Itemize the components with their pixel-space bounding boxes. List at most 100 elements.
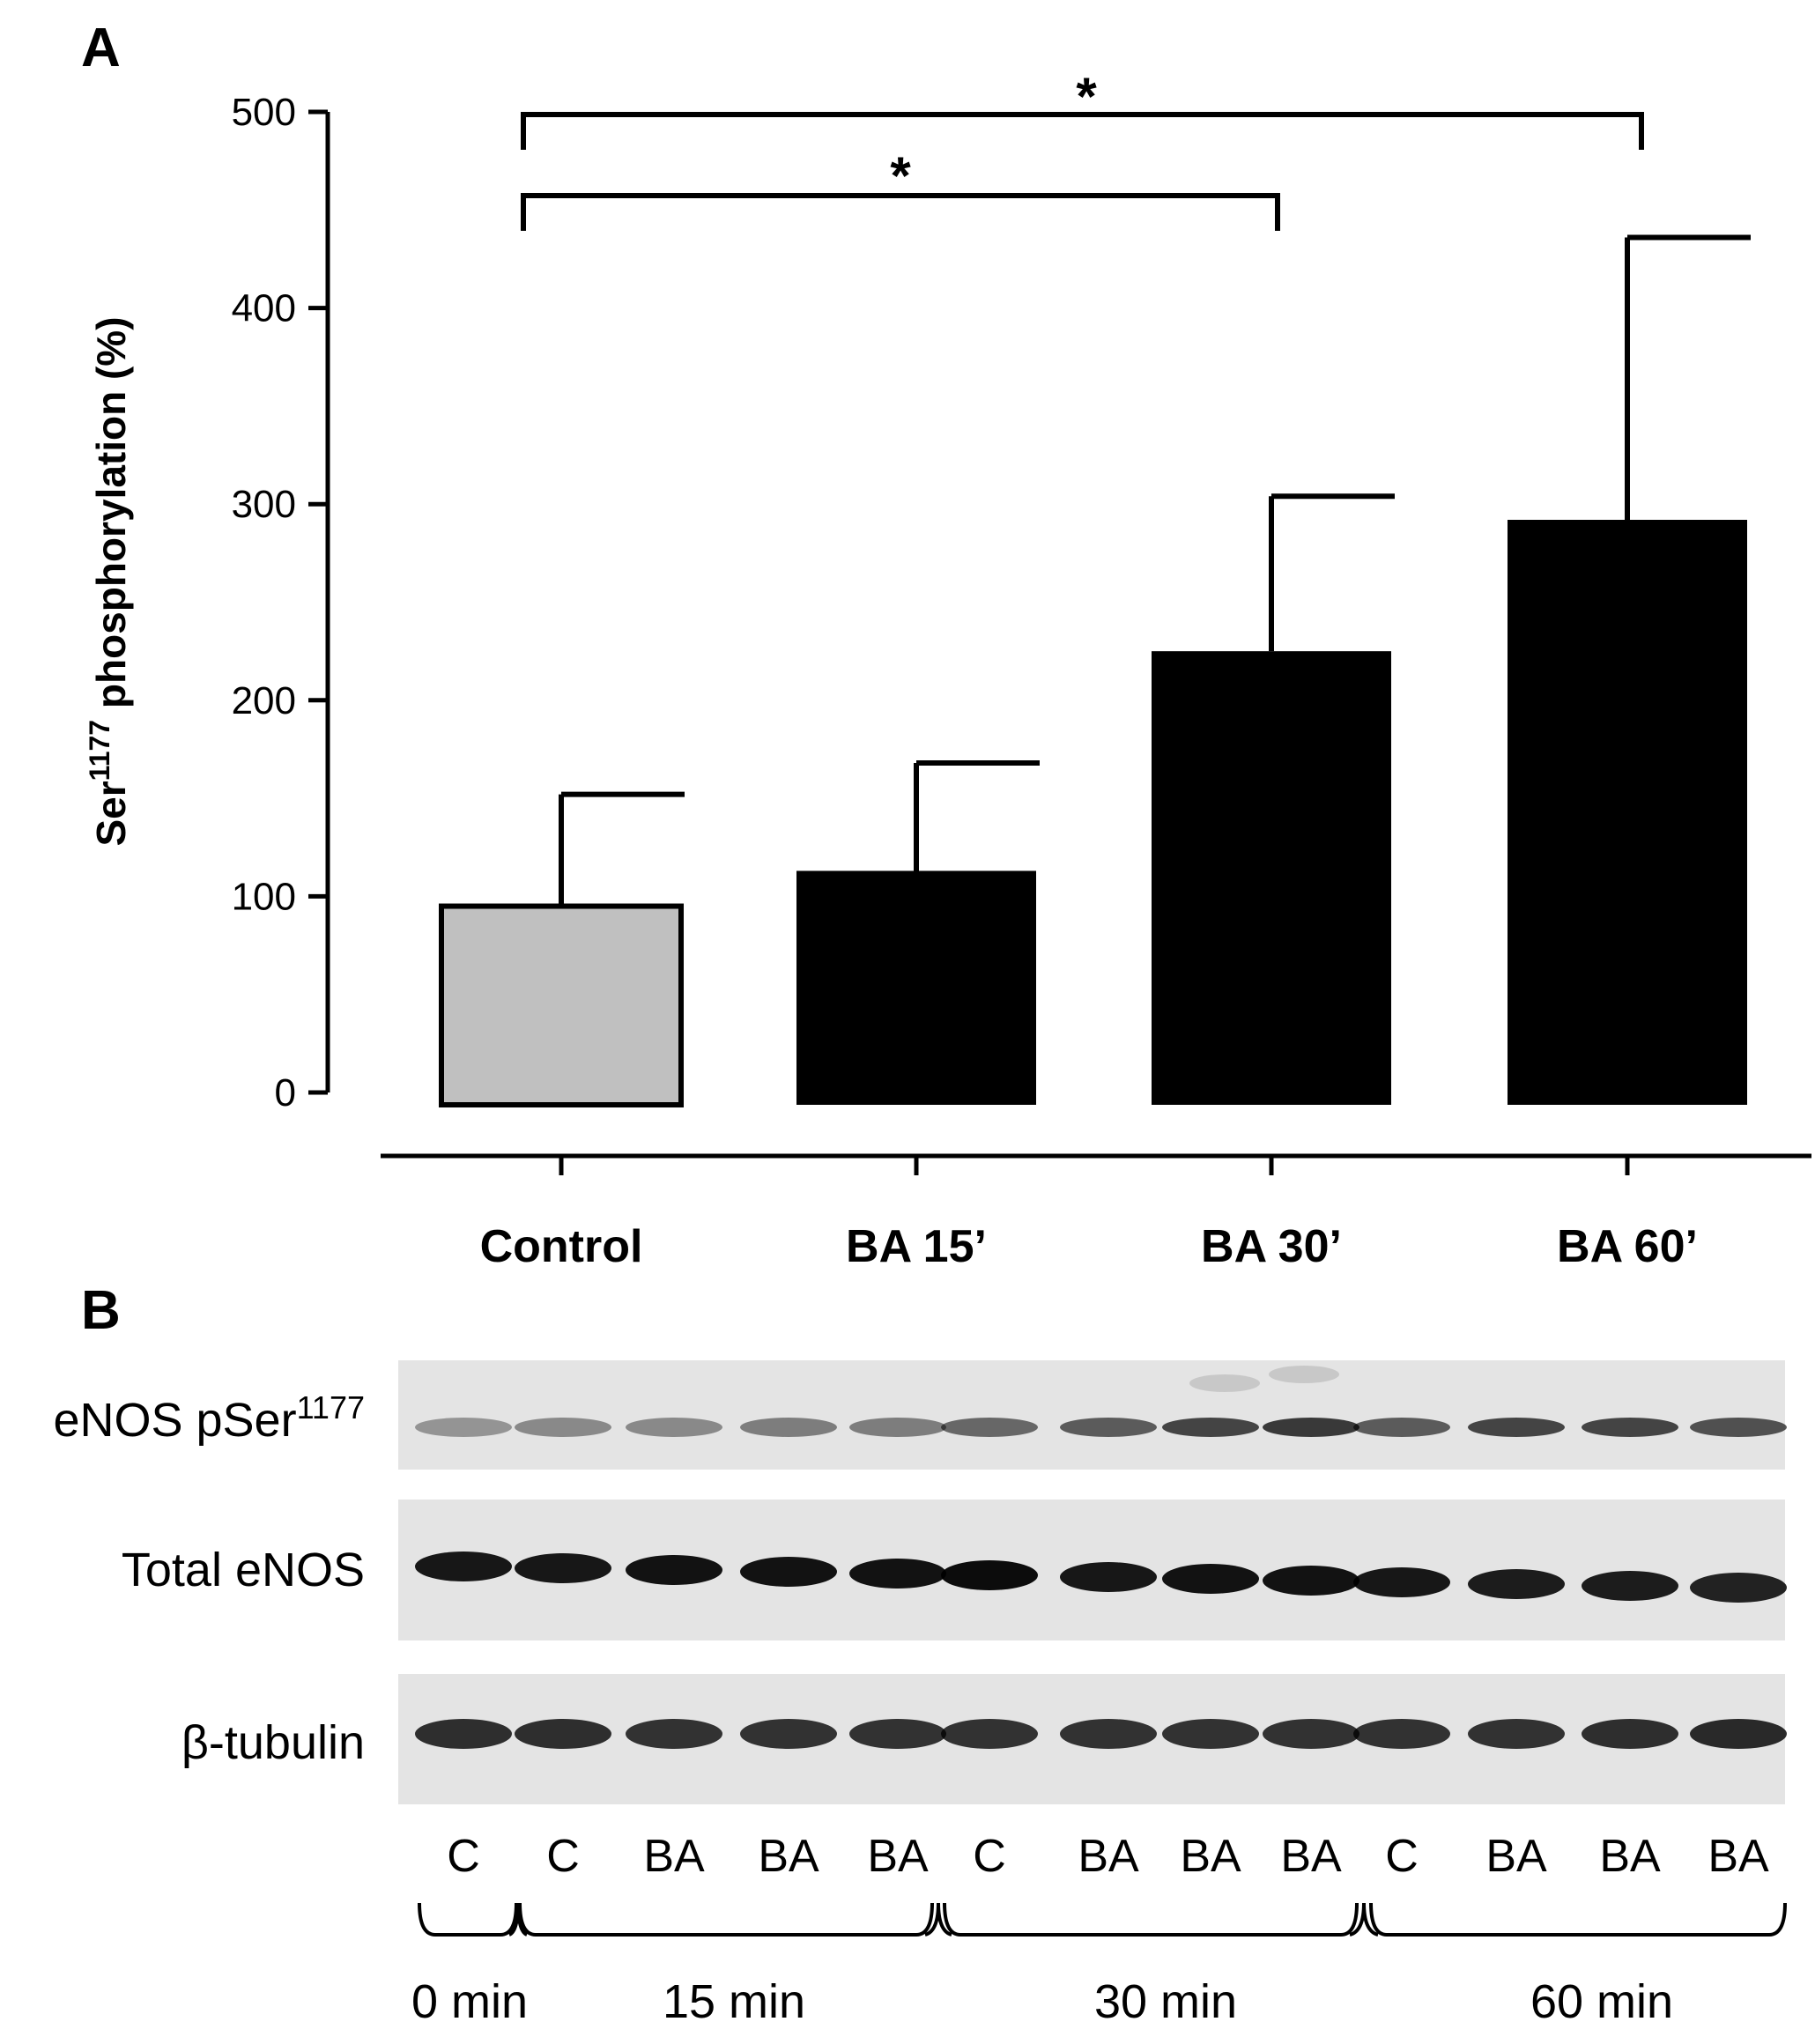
brace-joint: [1349, 1902, 1379, 1937]
bars: [439, 520, 1747, 1108]
blot-row-label-base: Total eNOS: [122, 1544, 365, 1596]
blot-band: [1060, 1562, 1157, 1592]
lane-label: C: [546, 1831, 580, 1882]
blot-row-label: Total eNOS: [122, 1544, 365, 1596]
blot-band: [941, 1719, 1038, 1749]
significance-brackets: **: [521, 67, 1644, 231]
western-blot: eNOS pSer1177 Total eNOS β-tubulin C C BA BA BA…: [53, 1360, 1787, 2028]
blot-band: [1690, 1418, 1787, 1437]
blot-band: [1582, 1418, 1678, 1437]
blot-band: [1468, 1418, 1565, 1437]
blot-band: [740, 1557, 837, 1587]
blot-band: [1690, 1573, 1787, 1603]
blot-row-label-sup: 1177: [297, 1389, 365, 1426]
blot-band: [740, 1719, 837, 1749]
blot-band: [1162, 1564, 1259, 1594]
significance-star: *: [1076, 67, 1097, 126]
blot-band: [415, 1418, 512, 1437]
lane-label: BA: [758, 1831, 819, 1882]
lane-label: BA: [1078, 1831, 1139, 1882]
blot-smear: [1189, 1374, 1260, 1392]
lane-label: BA: [1280, 1831, 1342, 1882]
y-tick-label: 400: [232, 287, 296, 330]
time-group-brace: [518, 1902, 934, 1937]
y-tick-label: 500: [232, 91, 296, 134]
blot-band: [1353, 1418, 1450, 1437]
blot-row-label-base: β-tubulin: [182, 1716, 365, 1769]
lane-label: BA: [1599, 1831, 1661, 1882]
blot-band: [626, 1418, 722, 1437]
blot-row-label: β-tubulin: [182, 1716, 365, 1769]
blot-band: [849, 1559, 946, 1589]
blot-row-label-base: eNOS pSer: [53, 1394, 296, 1447]
blot-band: [415, 1719, 512, 1749]
y-axis-title: Ser1177 phosphorylation (%): [84, 316, 134, 846]
time-group-brace: [943, 1902, 1359, 1937]
time-group-label: 60 min: [1530, 1975, 1673, 2028]
y-tick-label: 100: [232, 875, 296, 918]
blot-band: [941, 1560, 1038, 1590]
bar: [1152, 651, 1391, 1105]
significance-bracket: [521, 112, 1644, 150]
blot-band: [740, 1418, 837, 1437]
blot-row-background: [398, 1360, 1785, 1470]
blot-band: [1468, 1719, 1565, 1749]
blot-band: [1263, 1719, 1359, 1749]
significance-star: *: [890, 146, 911, 205]
lane-label: BA: [867, 1831, 929, 1882]
bar: [439, 903, 684, 1108]
time-group-label: 15 min: [663, 1975, 805, 2028]
blot-band: [1582, 1719, 1678, 1749]
panel-b-letter: B: [81, 1280, 121, 1341]
blot-smear: [1269, 1366, 1339, 1383]
brace-joint: [507, 1902, 529, 1937]
x-category-label: Control: [480, 1221, 643, 1272]
blot-band: [1468, 1569, 1565, 1599]
error-bars: [559, 234, 1751, 907]
y-tick-label: 200: [232, 679, 296, 722]
y-axis-title-sup: 1177: [84, 720, 115, 781]
time-group-brace: [1369, 1902, 1787, 1937]
x-category-label: BA 60’: [1557, 1221, 1698, 1272]
y-tick-label: 0: [275, 1071, 296, 1115]
blot-band: [1162, 1719, 1259, 1749]
blot-row-label: eNOS pSer1177: [53, 1389, 365, 1447]
brace-joint: [924, 1902, 952, 1937]
blot-band: [515, 1553, 611, 1583]
y-axis: 0 100 200 300 400 500: [232, 91, 330, 1115]
lane-label: C: [973, 1831, 1006, 1882]
lane-label: C: [1385, 1831, 1419, 1882]
blot-band: [1353, 1567, 1450, 1597]
blot-band: [941, 1418, 1038, 1437]
x-category-label: BA 30’: [1201, 1221, 1342, 1272]
lane-label: C: [447, 1831, 480, 1882]
time-group-label: 30 min: [1094, 1975, 1237, 2028]
bar-chart: Ser1177 phosphorylation (%) 0 100 200 300 40…: [84, 67, 1811, 1272]
lane-label: BA: [1485, 1831, 1547, 1882]
blot-band: [1263, 1566, 1359, 1596]
y-axis-title-base: Ser: [88, 781, 134, 846]
blot-band: [1690, 1719, 1787, 1749]
x-category-label: BA 15’: [846, 1221, 987, 1272]
time-group-brace: [418, 1902, 518, 1937]
blot-band: [1060, 1719, 1157, 1749]
blot-band: [1162, 1418, 1259, 1437]
blot-band: [415, 1552, 512, 1581]
bar: [796, 870, 1036, 1105]
lane-label: BA: [643, 1831, 705, 1882]
blot-band: [1263, 1418, 1359, 1437]
x-axis: Control BA 15’ BA 30’ BA 60’: [381, 1153, 1811, 1272]
lane-label: BA: [1708, 1831, 1769, 1882]
blot-band: [1353, 1719, 1450, 1749]
lane-label: BA: [1180, 1831, 1241, 1882]
blot-band: [515, 1719, 611, 1749]
bar: [1508, 520, 1747, 1105]
time-group-label: 0 min: [411, 1975, 528, 2028]
blot-band: [849, 1418, 946, 1437]
y-axis-title-rest: phosphorylation (%): [88, 316, 134, 719]
blot-band: [849, 1719, 946, 1749]
y-tick-label: 300: [232, 483, 296, 526]
blot-band: [1582, 1571, 1678, 1601]
blot-band: [1060, 1418, 1157, 1437]
